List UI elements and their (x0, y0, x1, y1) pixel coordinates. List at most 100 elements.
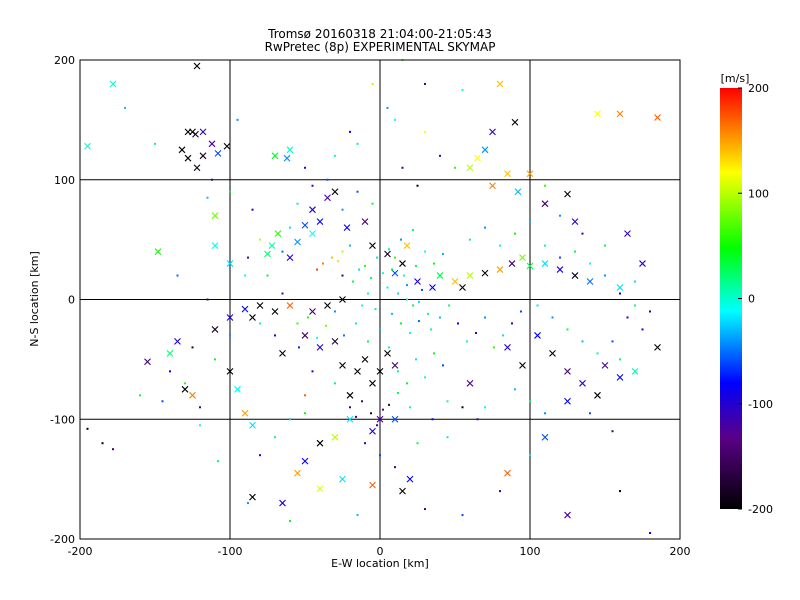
scatter-point-x (268, 242, 276, 250)
scatter-point-dot (281, 250, 284, 253)
colorbar-tick-label: 200 (748, 82, 769, 95)
scatter-point-x (301, 457, 309, 465)
scatter-point-dot (566, 328, 569, 331)
scatter-point-dot (382, 272, 384, 275)
scatter-point-dot (379, 328, 381, 331)
scatter-point-x (199, 152, 207, 160)
scatter-point-x (564, 397, 571, 405)
scatter-point-x (504, 469, 511, 477)
scatter-point-dot (304, 166, 306, 169)
scatter-point-x (241, 305, 249, 313)
scatter-point-dot (589, 262, 591, 265)
scatter-point-x (283, 154, 291, 162)
scatter-point-x (549, 349, 556, 357)
scatter-point-x (331, 338, 339, 345)
scatter-point-x (316, 344, 324, 351)
scatter-point-dot (364, 264, 366, 267)
scatter-point-dot (412, 229, 414, 232)
axis-ticks: -200 -100 0 100 200 -200 -100 0 100 200 (50, 54, 690, 558)
colorbar-tick-label: -100 (748, 398, 773, 411)
scatter-point-x (564, 511, 571, 519)
scatter-point-x (436, 272, 444, 279)
scatter-point-dot (499, 244, 501, 247)
scatter-point-x (249, 493, 256, 501)
scatter-point-x (616, 373, 624, 381)
scatter-point-dot (514, 388, 516, 391)
scatter-point-dot (352, 280, 354, 283)
scatter-point-x (109, 80, 117, 88)
scatter-point-dot (442, 364, 444, 367)
scatter-point-dot (424, 82, 426, 85)
scatter-point-dot (412, 304, 414, 307)
scatter-point-dot (544, 184, 546, 187)
scatter-point-x (193, 164, 201, 172)
scatter-point-dot (341, 208, 344, 211)
scatter-point-dot (394, 466, 396, 469)
scatter-point-dot (529, 400, 531, 403)
scatter-point-x (331, 188, 339, 196)
scatter-point-x (369, 379, 376, 387)
scatter-point-dot (511, 322, 513, 325)
scatter-point-dot (394, 256, 396, 259)
scatter-point-dot (484, 316, 486, 319)
scatter-point-dot (154, 142, 156, 145)
scatter-point-x (331, 433, 339, 441)
scatter-point-x (249, 421, 256, 429)
scatter-point-x (339, 361, 346, 369)
scatter-point-dot (281, 292, 284, 295)
scatter-point-x (256, 302, 264, 309)
scatter-point-dot (394, 118, 396, 121)
scatter-point-dot (236, 118, 239, 121)
scatter-point-dot (559, 214, 561, 217)
scatter-point-dot (371, 202, 374, 205)
scatter-point-dot (376, 256, 378, 259)
scatter-point-dot (446, 436, 449, 439)
scatter-point-x (324, 302, 331, 309)
scatter-point-x (343, 224, 351, 232)
scatter-point-x (361, 218, 369, 226)
scatter-point-dot (376, 424, 378, 427)
scatter-point-x (511, 118, 519, 126)
scatter-point-x (316, 485, 324, 493)
y-tick-label: 0 (68, 294, 75, 307)
scatter-point-x (526, 262, 534, 270)
scatter-point-dot (439, 316, 441, 319)
scatter-point-x (279, 349, 286, 357)
scatter-point-dot (475, 332, 477, 335)
scatter-point-x (534, 332, 541, 339)
scatter-point-dot (266, 274, 269, 277)
scatter-point-dot (634, 280, 636, 283)
scatter-point-x (324, 194, 331, 202)
scatter-point-dot (391, 312, 393, 315)
scatter-point-dot (355, 322, 357, 325)
scatter-point-x (508, 260, 516, 267)
scatter-point-dot (316, 336, 318, 339)
scatter-point-dot (388, 248, 390, 251)
scatter-point-dot (304, 412, 306, 415)
scatter-point-x (249, 314, 256, 321)
scatter-point-dot (356, 514, 359, 517)
scatter-point-x (154, 248, 162, 255)
scatter-point-dot (388, 346, 390, 349)
scatter-point-dot (341, 250, 344, 253)
scatter-point-dot (397, 370, 399, 373)
scatter-point-x (541, 200, 549, 208)
scatter-point-dot (403, 274, 405, 277)
scatter-point-dot (611, 430, 614, 433)
scatter-point-x (294, 469, 301, 477)
scatter-point-x (429, 284, 436, 291)
plot-grid (80, 60, 680, 539)
scatter-point-x (594, 391, 601, 399)
scatter-point-x (406, 475, 414, 483)
scatter-point-x (214, 150, 222, 157)
colorbar (720, 88, 742, 509)
scatter-point-x (208, 140, 216, 148)
scatter-point-x (391, 415, 399, 423)
scatter-point-dot (484, 226, 486, 229)
scatter-point-dot (298, 346, 300, 349)
scatter-point-dot (391, 268, 393, 271)
scatter-point-x (166, 349, 174, 357)
scatter-point-x (339, 296, 346, 303)
scatter-point-x (556, 266, 564, 273)
scatter-point-dot (331, 256, 333, 259)
